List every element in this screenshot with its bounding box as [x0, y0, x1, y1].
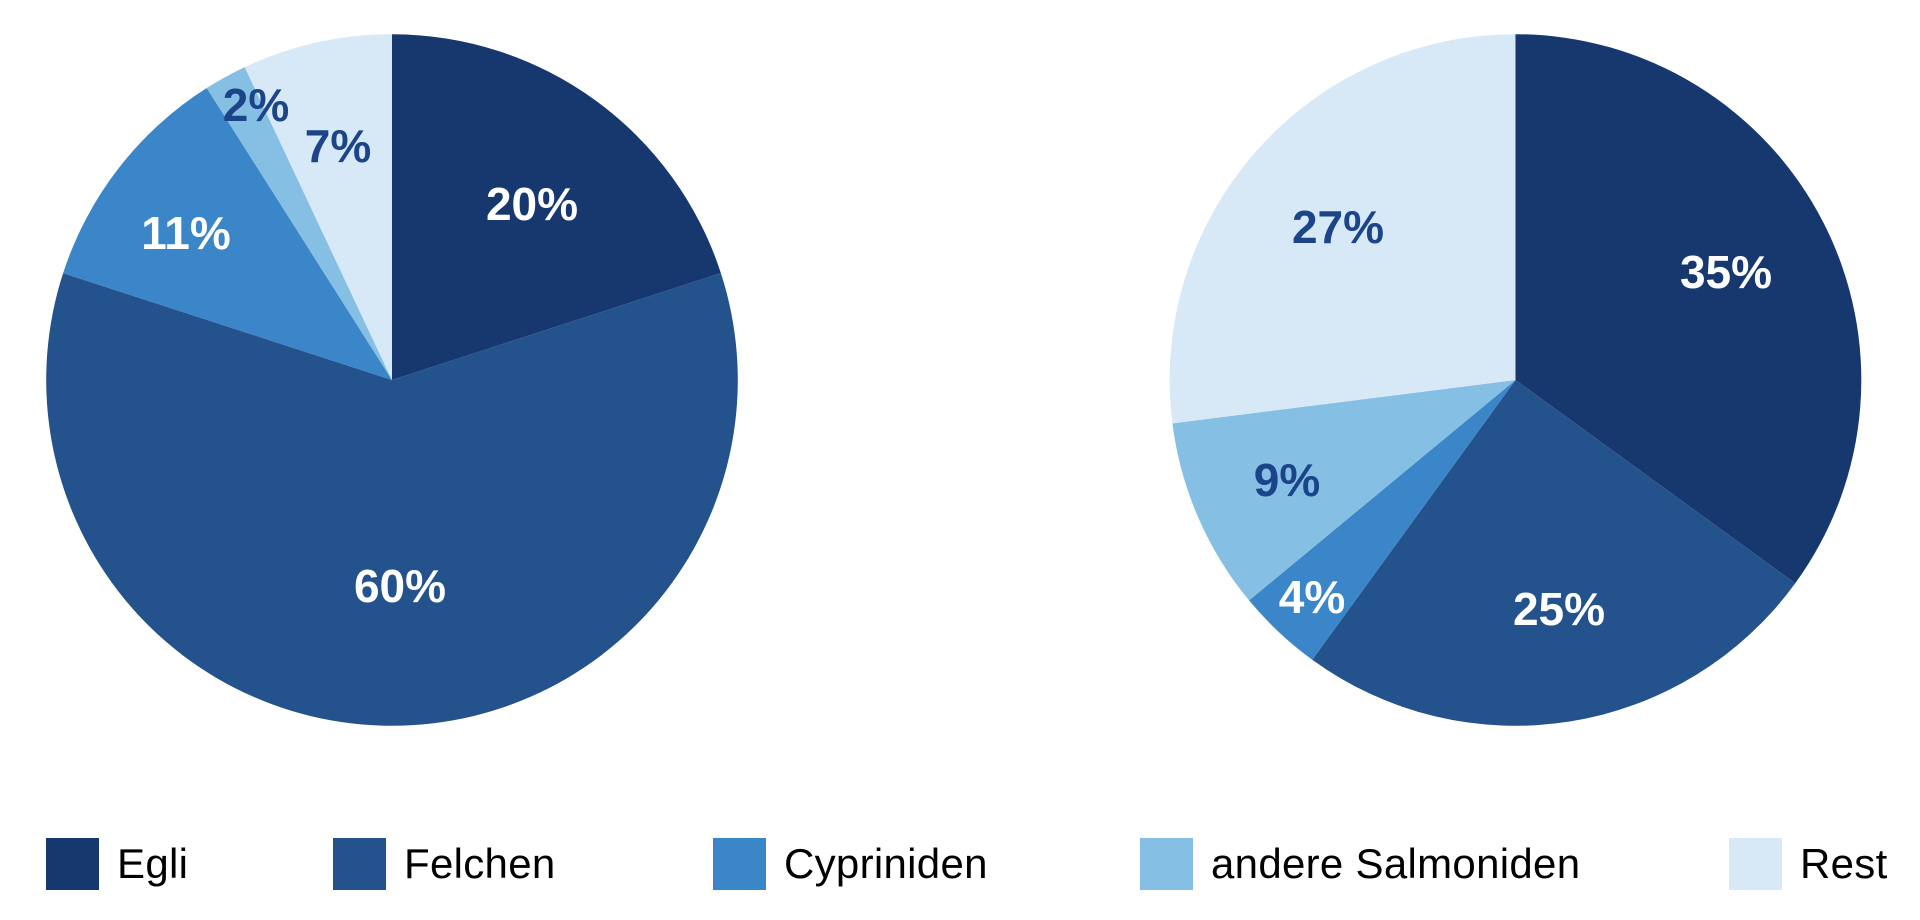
svg-text:27%: 27% [1292, 201, 1384, 253]
svg-text:20%: 20% [486, 178, 578, 230]
svg-text:9%: 9% [1254, 454, 1320, 506]
svg-text:Felchen: Felchen [404, 840, 556, 887]
svg-text:7%: 7% [305, 120, 371, 172]
svg-text:2%: 2% [223, 79, 289, 131]
svg-text:Egli: Egli [117, 840, 188, 887]
svg-text:andere Salmoniden: andere Salmoniden [1211, 840, 1580, 887]
svg-text:4%: 4% [1279, 571, 1345, 623]
svg-text:60%: 60% [354, 560, 446, 612]
svg-text:Cypriniden: Cypriniden [784, 840, 988, 887]
svg-text:11%: 11% [141, 207, 231, 259]
svg-text:35%: 35% [1680, 246, 1772, 298]
svg-text:Rest: Rest [1800, 840, 1888, 887]
svg-text:25%: 25% [1513, 583, 1605, 635]
